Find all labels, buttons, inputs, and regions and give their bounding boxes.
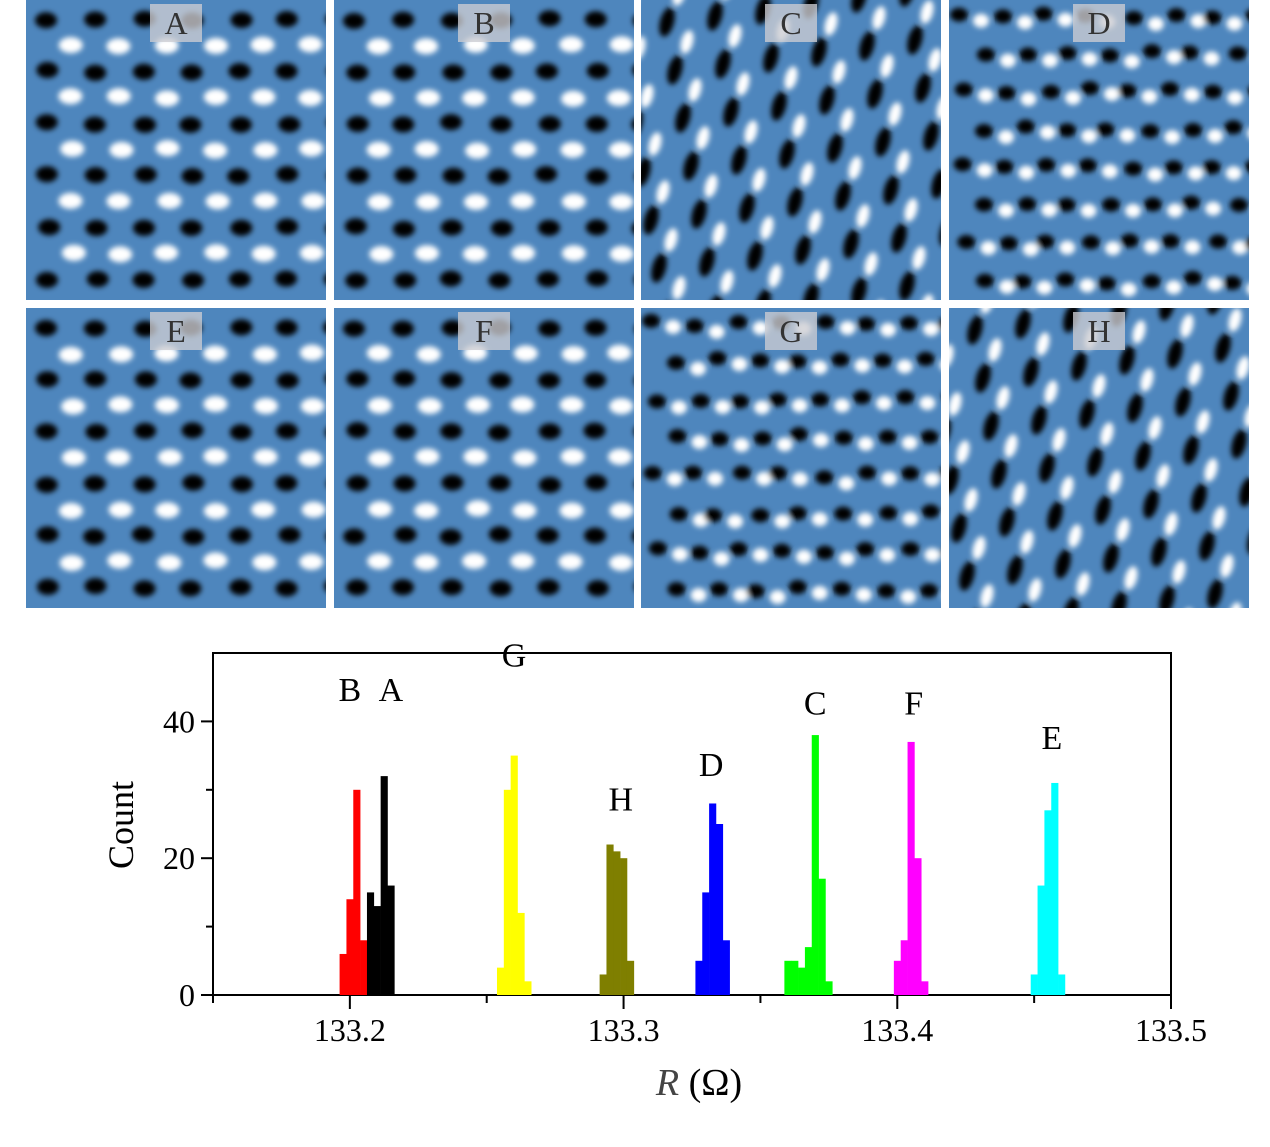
histogram-bar-h xyxy=(626,960,635,995)
histogram-bar-g xyxy=(503,789,511,995)
x-tick-label: 133.2 xyxy=(314,1012,386,1048)
panel-label-f: F xyxy=(458,312,510,350)
series-label-a: A xyxy=(379,672,404,709)
axis-ticks: 133.2 133.3 133.4 133.5 0 20 40 xyxy=(163,703,1207,1048)
histogram-bar-g xyxy=(496,967,505,995)
series-labels: B A G H D C F E xyxy=(339,638,1063,819)
histogram-bar-c xyxy=(825,981,833,995)
stm-panel-a: A xyxy=(26,0,326,300)
histogram-bar-c xyxy=(818,878,826,995)
histogram-bar-e xyxy=(1030,974,1038,995)
histogram-bar-f xyxy=(921,981,929,995)
histogram-bar-b xyxy=(339,953,347,995)
panel-label-d: D xyxy=(1073,4,1125,42)
panel-label-g: G xyxy=(765,312,817,350)
series-label-e: E xyxy=(1042,720,1063,757)
histogram-bar-d xyxy=(695,960,703,995)
y-axis-label: Count xyxy=(101,781,141,869)
histogram-bar-h xyxy=(606,844,614,995)
stm-panel-e: E xyxy=(26,308,326,608)
histogram-bar-g xyxy=(510,755,518,995)
x-tick-label: 133.4 xyxy=(861,1012,933,1048)
stm-panel-h: H xyxy=(949,308,1249,608)
histogram-bar-f xyxy=(914,858,922,995)
histogram-bar-b xyxy=(353,789,361,995)
histogram-bar-h xyxy=(613,851,621,995)
histogram-bar-d xyxy=(715,824,724,995)
stm-image-grid: A B C D E F G H xyxy=(26,0,1249,608)
x-tick-label: 133.3 xyxy=(588,1012,660,1048)
histogram-bar-c xyxy=(811,735,819,995)
stm-panel-f: F xyxy=(334,308,634,608)
panel-label-b: B xyxy=(458,4,510,42)
histogram-bar-c xyxy=(798,967,806,995)
histogram-bar-e xyxy=(1044,810,1052,995)
histogram-bar-a xyxy=(387,885,395,995)
plot-frame xyxy=(212,652,1172,996)
histogram-bar-h xyxy=(620,858,628,995)
x-axis-label-variable: R xyxy=(655,1062,679,1104)
histogram-bar-a xyxy=(366,892,375,995)
histogram-bar-b xyxy=(346,899,354,995)
histogram-bar-c xyxy=(784,960,792,995)
series-label-d: D xyxy=(699,747,724,784)
series-label-h: H xyxy=(609,781,634,818)
histogram-bar-e xyxy=(1051,782,1059,995)
panel-label-e: E xyxy=(150,312,202,350)
histogram-bar-g xyxy=(524,981,532,995)
histogram-bar-e xyxy=(1058,974,1066,995)
panel-label-c: C xyxy=(765,4,817,42)
histogram-bar-f xyxy=(900,940,908,995)
histogram-bar-g xyxy=(517,912,525,995)
histogram-bar-c xyxy=(791,960,799,995)
histogram-bars xyxy=(339,735,1066,995)
stm-panel-c: C xyxy=(641,0,941,300)
histogram-bar-e xyxy=(1037,885,1045,995)
series-label-c: C xyxy=(804,686,827,723)
series-label-f: F xyxy=(904,686,923,723)
histogram-bar-d xyxy=(722,940,730,995)
y-tick-label: 20 xyxy=(163,840,195,876)
stm-panel-g: G xyxy=(641,308,941,608)
histogram-bar-a xyxy=(373,906,381,995)
histogram-chart: 133.2 133.3 133.4 133.5 0 20 40 B A G H D C F E Count… xyxy=(101,638,1207,1104)
histogram-bar-f xyxy=(907,741,915,995)
histogram-bar-b xyxy=(360,940,368,995)
histogram-bar-d xyxy=(702,892,710,995)
stm-panel-d: D xyxy=(949,0,1249,300)
panel-label-a: A xyxy=(150,4,202,42)
x-axis-label: R (Ω) xyxy=(655,1062,742,1104)
x-axis-label-unit: (Ω) xyxy=(679,1062,742,1104)
histogram-bar-h xyxy=(599,974,607,995)
y-tick-label: 0 xyxy=(179,977,195,1013)
series-label-g: G xyxy=(502,638,527,675)
histogram-bar-d xyxy=(709,803,717,995)
panel-label-h: H xyxy=(1073,312,1125,350)
stm-panel-b: B xyxy=(334,0,634,300)
histogram-bar-a xyxy=(380,776,388,995)
x-tick-label: 133.5 xyxy=(1135,1012,1207,1048)
series-label-b: B xyxy=(339,672,362,709)
histogram-bar-f xyxy=(893,960,901,995)
histogram-bar-c xyxy=(804,947,813,995)
y-tick-label: 40 xyxy=(163,703,195,739)
